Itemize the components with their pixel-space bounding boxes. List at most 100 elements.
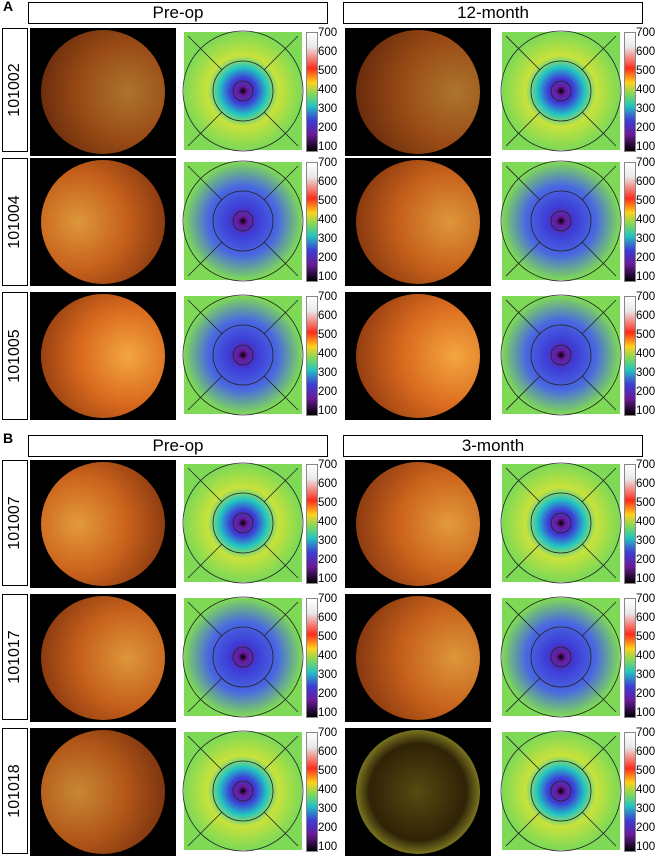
colorbar-tick-label: 700	[636, 727, 656, 739]
colorbar-tick-label: 400	[636, 84, 656, 97]
thickness-map: 700 600 500 400 300 200 100	[180, 593, 337, 722]
colorbar-tick-label: 500	[636, 65, 656, 78]
colorbar-tick-label: 500	[318, 65, 338, 78]
colorbar-tick-label: 400	[318, 348, 338, 361]
colorbar-tick-label: 700	[318, 291, 338, 303]
colorbar-tick-label: 500	[636, 329, 656, 342]
header-3-month: 3-month	[343, 435, 643, 457]
colorbar	[624, 32, 636, 152]
colorbar-tick-label: 100	[318, 573, 338, 586]
fundus-photo	[30, 594, 176, 722]
thickness-map: 700 600 500 400 300 200 100	[498, 291, 655, 420]
colorbar-tick-label: 100	[636, 405, 656, 418]
colorbar-tick-label: 700	[318, 27, 338, 39]
colorbar-tick-label: 400	[636, 650, 656, 663]
colorbar	[306, 464, 318, 584]
fundus-photo	[345, 158, 491, 286]
colorbar-tick-label: 700	[318, 157, 338, 169]
fundus-photo	[345, 460, 491, 588]
thickness-map: 700 600 500 400 300 200 100	[498, 459, 655, 588]
colorbar-tick-label: 400	[636, 348, 656, 361]
colorbar-tick-label: 600	[636, 176, 656, 189]
colorbar-tick-label: 400	[318, 784, 338, 797]
thickness-map: 700 600 500 400 300 200 100	[180, 727, 337, 856]
colorbar-tick-label: 600	[636, 746, 656, 759]
colorbar-tick-label: 300	[318, 669, 338, 682]
colorbar-tick-label: 400	[636, 214, 656, 227]
colorbar	[624, 598, 636, 718]
colorbar-tick-label: 300	[636, 103, 656, 116]
thickness-map: 700 600 500 400 300 200 100	[180, 291, 337, 420]
colorbar-tick-label: 500	[636, 765, 656, 778]
colorbar-tick-label: 300	[318, 535, 338, 548]
colorbar-tick-label: 500	[318, 631, 338, 644]
colorbar-tick-label: 100	[318, 141, 338, 154]
colorbar-tick-label: 200	[318, 386, 338, 399]
colorbar-tick-label: 600	[318, 310, 338, 323]
colorbar	[624, 732, 636, 852]
colorbar-tick-label: 600	[318, 176, 338, 189]
colorbar-tick-label: 500	[636, 631, 656, 644]
colorbar-tick-label: 400	[318, 516, 338, 529]
colorbar-tick-label: 600	[318, 46, 338, 59]
colorbar-tick-label: 200	[318, 822, 338, 835]
colorbar-tick-label: 700	[318, 593, 338, 605]
colorbar-tick-label: 700	[318, 459, 338, 471]
thickness-map: 700 600 500 400 300 200 100	[498, 27, 655, 156]
fundus-photo	[30, 28, 176, 156]
colorbar-tick-label: 700	[636, 157, 656, 169]
colorbar-tick-label: 100	[318, 405, 338, 418]
colorbar-tick-label: 600	[636, 478, 656, 491]
patient-id-101018: 101018	[2, 728, 28, 854]
thickness-map: 700 600 500 400 300 200 100	[180, 157, 337, 286]
patient-id-101007: 101007	[2, 460, 28, 586]
colorbar-tick-label: 100	[636, 707, 656, 720]
colorbar-tick-label: 200	[636, 252, 656, 265]
colorbar-tick-label: 600	[636, 310, 656, 323]
colorbar	[624, 162, 636, 282]
colorbar-tick-label: 500	[318, 497, 338, 510]
fundus-photo	[30, 292, 176, 420]
colorbar-tick-label: 700	[636, 459, 656, 471]
patient-id-101004: 101004	[2, 158, 28, 286]
colorbar-tick-label: 400	[318, 214, 338, 227]
colorbar	[306, 296, 318, 416]
thickness-map: 700 600 500 400 300 200 100	[498, 727, 655, 856]
colorbar-tick-label: 400	[318, 650, 338, 663]
colorbar	[306, 162, 318, 282]
fundus-photo	[345, 292, 491, 420]
colorbar-tick-label: 500	[318, 765, 338, 778]
panel-letter-a: A	[3, 0, 14, 14]
colorbar-tick-label: 200	[636, 386, 656, 399]
colorbar-tick-label: 600	[636, 46, 656, 59]
colorbar-tick-label: 500	[636, 195, 656, 208]
colorbar-tick-label: 300	[318, 803, 338, 816]
colorbar-tick-label: 500	[318, 195, 338, 208]
colorbar-tick-label: 100	[318, 707, 338, 720]
colorbar-tick-label: 200	[318, 252, 338, 265]
colorbar-tick-label: 200	[636, 822, 656, 835]
fundus-photo	[30, 460, 176, 588]
colorbar-tick-label: 600	[318, 478, 338, 491]
colorbar-tick-label: 700	[636, 27, 656, 39]
colorbar-tick-label: 300	[318, 233, 338, 246]
patient-id-101005: 101005	[2, 292, 28, 420]
patient-id-101002: 101002	[2, 28, 28, 152]
colorbar	[306, 732, 318, 852]
colorbar-tick-label: 100	[636, 141, 656, 154]
colorbar-tick-label: 100	[636, 573, 656, 586]
fundus-photo	[345, 728, 491, 856]
colorbar-tick-label: 300	[636, 669, 656, 682]
thickness-map: 700 600 500 400 300 200 100	[180, 459, 337, 588]
colorbar-tick-label: 300	[636, 803, 656, 816]
thickness-map: 700 600 500 400 300 200 100	[498, 157, 655, 286]
colorbar-tick-label: 200	[636, 554, 656, 567]
colorbar-tick-label: 100	[636, 841, 656, 854]
colorbar-tick-label: 300	[636, 367, 656, 380]
thickness-map: 700 600 500 400 300 200 100	[180, 27, 337, 156]
header-pre-op-b: Pre-op	[28, 435, 328, 457]
colorbar-tick-label: 300	[636, 535, 656, 548]
patient-id-101017: 101017	[2, 594, 28, 720]
colorbar-tick-label: 600	[636, 612, 656, 625]
colorbar-tick-label: 200	[318, 554, 338, 567]
